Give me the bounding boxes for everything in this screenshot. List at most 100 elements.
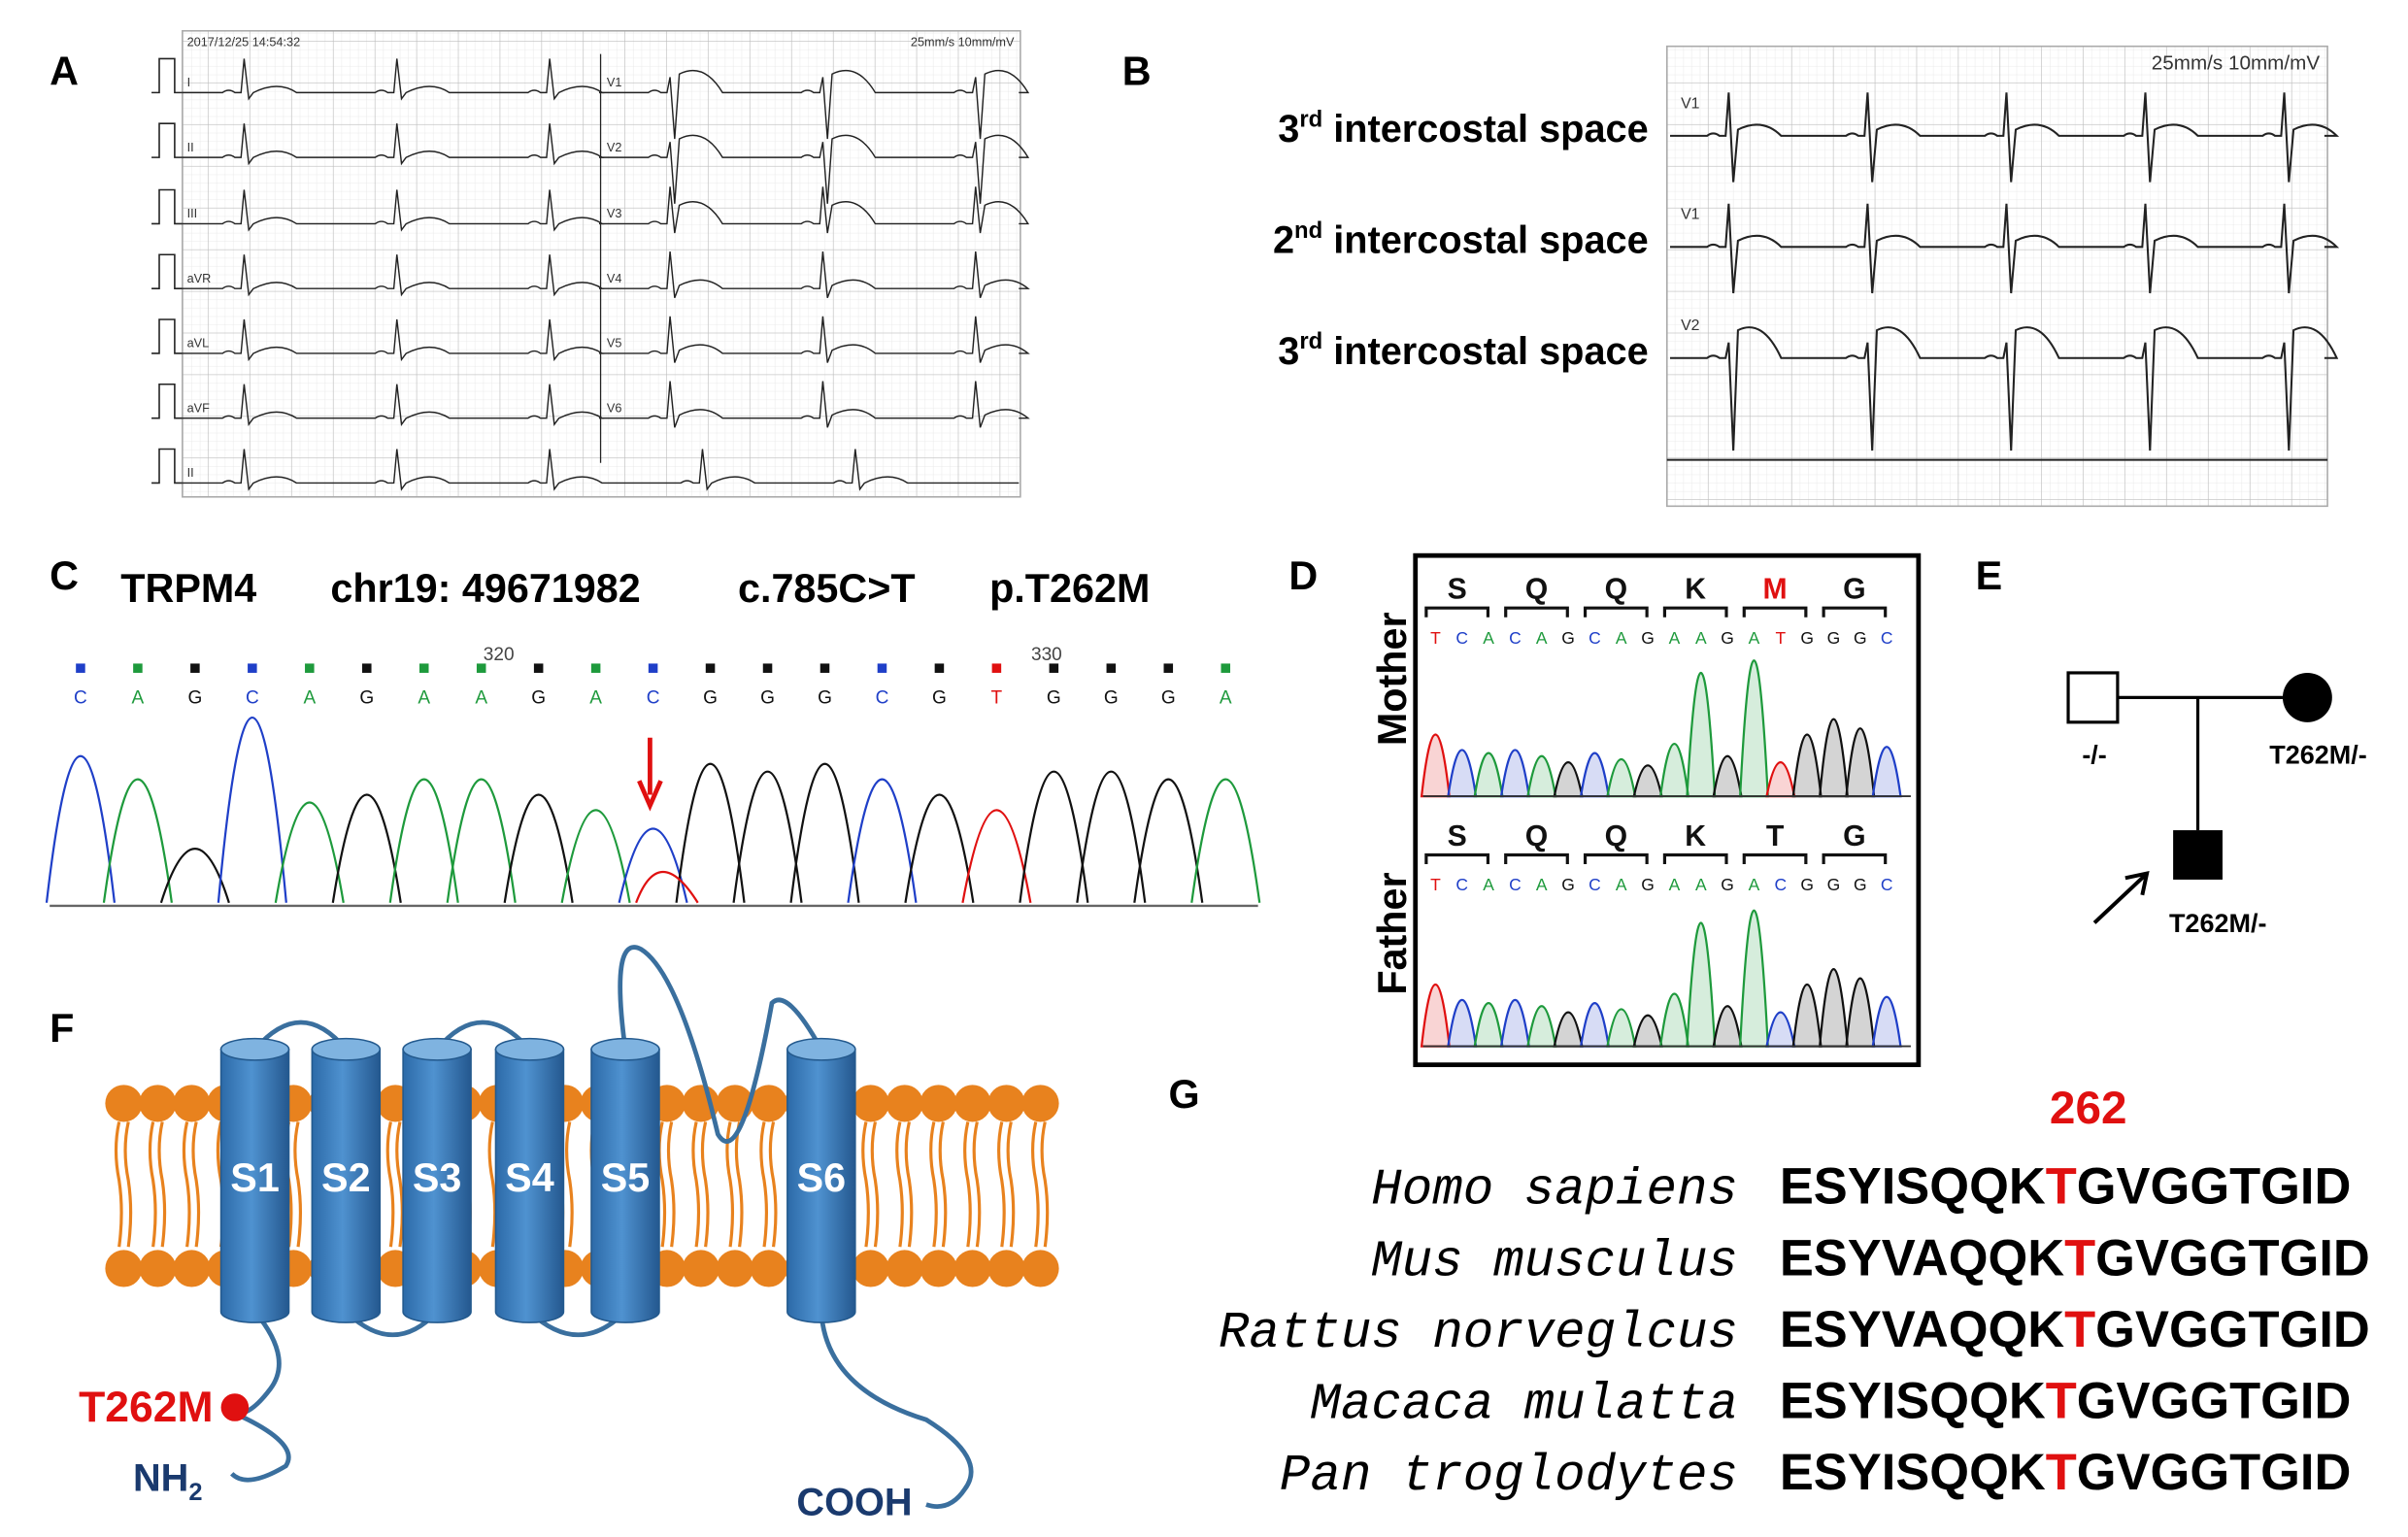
chromatogram-peak [1076,770,1147,903]
base-marker [1049,663,1059,673]
sequence-before: ESYISQQK [1780,1373,2046,1429]
helix [590,1048,660,1323]
parent-label: Father [1370,872,1415,994]
speed-label: 25mm/s 10mm/mV [2152,52,2321,75]
base-marker [133,663,143,673]
position-tick: 330 [1031,645,1062,665]
codon-bracket [1424,606,1490,618]
codon-bracket [1583,852,1649,865]
species-name: Pan troglodytes [1280,1447,1738,1505]
chromatogram-peak [1190,778,1261,903]
genotype: -/- [2082,741,2106,770]
lipid-head [682,1085,719,1122]
lead-label: V1 [1681,207,1700,223]
lipid-head [987,1250,1025,1287]
ecg-grid-a [182,29,1021,498]
helix-top [402,1037,472,1061]
helix-top [311,1037,382,1061]
chromatogram-peak [388,778,459,903]
base-call: T [1430,875,1441,894]
codon-bracket [1662,606,1728,618]
base-call: A [589,688,602,709]
calibration [151,383,183,419]
lipid-head [682,1250,719,1287]
chromatogram-peak [560,809,631,903]
calibration [151,188,183,225]
helix-label: S3 [413,1155,462,1200]
chromatogram-peak [1765,761,1796,798]
base-call: A [1669,875,1681,894]
calibration [151,57,183,94]
species-name: Homo sapiens [1371,1161,1738,1220]
base-call: G [1827,875,1841,894]
lipid-head [139,1085,177,1122]
base-call: A [1749,875,1760,894]
amino-acid: M [1762,574,1787,606]
base-call: C [246,688,259,709]
chromatogram-peak [274,801,345,903]
lead-label: V5 [607,336,622,351]
red-arrow [637,737,663,812]
base-call: C [1589,628,1601,648]
amino-acid: Q [1605,820,1627,852]
sequence-before: ESYVAQQK [1780,1302,2064,1358]
chromatogram-peak [1019,770,1089,903]
base-call: C [1881,628,1893,648]
helix [311,1048,382,1323]
conserved-residue: T [2064,1230,2095,1286]
lipid-tail [148,1121,167,1248]
base-call: G [1800,628,1814,648]
base-marker [418,663,429,673]
amino-acid: Q [1525,574,1548,606]
lipid-tail [759,1121,778,1248]
lipid-tail [895,1121,914,1248]
lipid-head [920,1085,957,1122]
helix-label: S2 [321,1155,371,1200]
base-call: T [1775,628,1786,648]
lipid-tail [929,1121,948,1248]
chromatogram-peak [847,778,918,903]
codon-bracket [1662,852,1728,865]
lead-label: I [187,75,191,89]
lipid-tail [114,1121,133,1248]
species-name: Rattus norveglcus [1219,1304,1738,1362]
lead-label: V1 [607,75,622,89]
panel-label: C [50,553,79,598]
chromatogram-peak [1791,983,1823,1048]
lipid-tail [963,1121,982,1248]
conserved-residue: T [2046,1445,2077,1501]
ordinal: 2 [1273,219,1294,262]
base-call: C [876,688,889,709]
panel-label: A [50,49,79,93]
base-call: C [74,688,87,709]
species-name: Mus musculus [1371,1232,1738,1290]
base-call: G [187,688,202,709]
base-marker [76,663,85,673]
chromatogram-peak [1712,1005,1743,1048]
codon-bracket [1822,852,1888,865]
amino-acid: S [1448,574,1467,606]
ecg-trace [182,58,605,101]
n-terminus-text: NH [133,1456,188,1499]
chromatogram-peak [1712,754,1743,798]
base-call: G [932,688,947,709]
chromatogram-peak [331,793,402,903]
lipid-tail [691,1121,710,1248]
ecg-trace [602,69,1030,140]
lead-label: V6 [607,400,622,415]
chromatogram-peak [1765,1011,1796,1048]
chromatogram-peak [1499,998,1531,1048]
lipid-head [852,1250,889,1287]
intercostal-label: 3rd intercostal space [1278,328,1649,373]
ecg-trace [182,318,605,362]
conserved-residue: T [2046,1373,2077,1429]
base-call: T [991,688,1003,709]
helix-top [494,1037,565,1061]
sequence-after: GVGGTGID [2077,1445,2352,1501]
base-call: G [703,688,718,709]
mutation-label: T262M [79,1384,214,1431]
mutation-info: c.785C>T [738,566,916,611]
sequence-after: GVGGTGID [2077,1159,2352,1216]
chromatogram-peak [1420,983,1451,1048]
ordinal-suffix: rd [1299,106,1322,132]
